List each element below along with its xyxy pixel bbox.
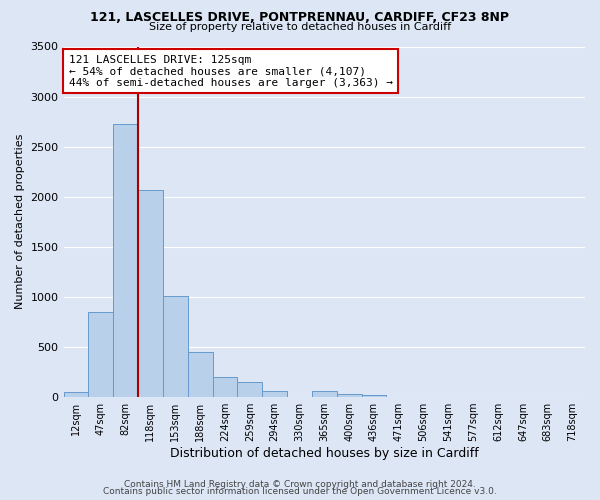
Bar bbox=[238, 382, 262, 397]
Bar bbox=[262, 391, 287, 397]
Bar bbox=[312, 391, 337, 397]
Bar bbox=[362, 394, 386, 397]
Text: Contains HM Land Registry data © Crown copyright and database right 2024.: Contains HM Land Registry data © Crown c… bbox=[124, 480, 476, 489]
Bar bbox=[138, 190, 163, 397]
Bar bbox=[88, 312, 113, 397]
Bar bbox=[337, 394, 362, 397]
Bar bbox=[113, 124, 138, 397]
Text: Size of property relative to detached houses in Cardiff: Size of property relative to detached ho… bbox=[149, 22, 451, 32]
Text: 121 LASCELLES DRIVE: 125sqm
← 54% of detached houses are smaller (4,107)
44% of : 121 LASCELLES DRIVE: 125sqm ← 54% of det… bbox=[68, 54, 392, 88]
Bar bbox=[212, 376, 238, 397]
Bar bbox=[188, 352, 212, 397]
Y-axis label: Number of detached properties: Number of detached properties bbox=[15, 134, 25, 310]
Bar bbox=[163, 296, 188, 397]
Bar bbox=[64, 392, 88, 397]
X-axis label: Distribution of detached houses by size in Cardiff: Distribution of detached houses by size … bbox=[170, 447, 479, 460]
Text: 121, LASCELLES DRIVE, PONTPRENNAU, CARDIFF, CF23 8NP: 121, LASCELLES DRIVE, PONTPRENNAU, CARDI… bbox=[91, 11, 509, 24]
Text: Contains public sector information licensed under the Open Government Licence v3: Contains public sector information licen… bbox=[103, 488, 497, 496]
